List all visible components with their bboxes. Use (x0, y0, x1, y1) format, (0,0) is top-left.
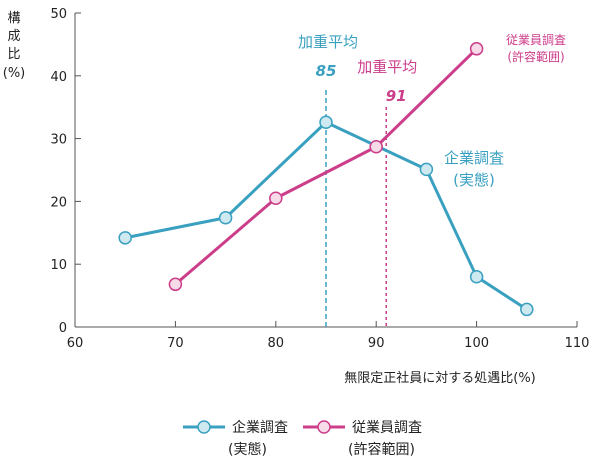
x-tick-label: 110 (565, 336, 590, 351)
axis-ticks: 60 70 80 90 100 110 0 10 20 30 40 50 (50, 7, 589, 351)
data-point-company (118, 231, 132, 245)
y-axis-label-part: 比 (7, 47, 20, 62)
y-tick-label: 10 (50, 258, 67, 273)
x-tick-label: 60 (67, 336, 84, 351)
data-point-employee (168, 277, 183, 292)
y-axis-label-part: 成 (7, 29, 20, 44)
reference-value-avg_company: 85 (316, 62, 337, 80)
reference-lines: 加重平均 85 加重平均 91 (298, 33, 417, 327)
data-point-company (218, 210, 233, 225)
legend-label-employee-line2: (許容範囲) (348, 441, 415, 458)
y-tick-label: 50 (50, 7, 67, 22)
data-point-employee (369, 140, 383, 154)
y-tick-label: 0 (59, 321, 67, 336)
data-point-employee (269, 191, 283, 206)
reference-label-avg_company: 加重平均 (298, 33, 358, 51)
series-annotation-employee-line1: 従業員調査 (506, 33, 566, 47)
data-point-company (419, 162, 434, 177)
series-group (118, 42, 534, 317)
series-annotation-company-line2: (実態) (453, 171, 495, 189)
y-tick-label: 20 (50, 195, 67, 210)
x-tick-label: 70 (167, 336, 184, 351)
y-axis-label-part: (%) (3, 66, 26, 81)
series-labels: 企業調査 (実態) 従業員調査 (許容範囲) (444, 33, 566, 189)
data-point-company (520, 302, 534, 317)
legend-label-company-line1: 企業調査 (232, 419, 288, 436)
y-axis-label-part: 構 (7, 11, 20, 26)
x-tick-label: 90 (368, 336, 385, 351)
x-tick-label: 80 (268, 336, 285, 351)
legend-marker-employee (317, 420, 331, 434)
reference-label-avg_employee: 加重平均 (357, 58, 417, 76)
x-axis-label: 無限定正社員に対する処遇比(%) (344, 370, 536, 386)
series-line-employee (174, 47, 478, 286)
y-axis-label: 構成比 (%) (3, 11, 26, 81)
data-point-company (319, 115, 333, 130)
reference-value-avg_employee: 91 (386, 87, 407, 105)
series-annotation-employee-line2: (許容範囲) (507, 49, 564, 64)
x-tick-label: 100 (464, 336, 489, 351)
data-point-company (469, 270, 484, 284)
legend-label-company-line2: (実態) (228, 442, 267, 458)
y-tick-label: 40 (50, 70, 67, 85)
legend-marker-company (197, 420, 211, 434)
legend-label-employee-line1: 従業員調査 (352, 420, 422, 436)
data-point-employee (469, 42, 484, 56)
y-tick-label: 30 (50, 133, 67, 148)
legend: 企業調査 (実態) 従業員調査 (許容範囲) (183, 419, 422, 458)
series-annotation-company-line1: 企業調査 (444, 149, 504, 167)
